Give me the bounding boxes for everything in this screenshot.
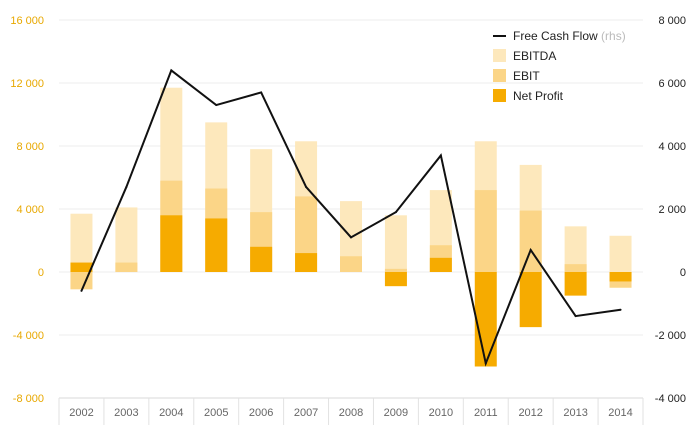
legend-swatch-ebitda — [493, 49, 506, 62]
right-tick-label: 0 — [680, 267, 686, 279]
legend-label-ebitda: EBITDA — [513, 49, 556, 63]
bar-net-profit-2013 — [564, 272, 587, 296]
x-tick-label: 2006 — [249, 407, 273, 419]
bar-ebit-2003 — [115, 262, 138, 272]
bar-net-profit-2009 — [384, 272, 407, 287]
x-axis: 2002 2003 2004 2005 2006 2007 2008 2009 2010 2011… — [58, 397, 644, 425]
point-free-cash-flow-2006 — [260, 91, 263, 94]
point-free-cash-flow-2003 — [125, 185, 128, 188]
legend-label-free-cash-flow: Free Cash Flow (rhs) — [513, 29, 626, 43]
legend: Free Cash Flow (rhs) EBITDA EBIT Net Pro… — [493, 29, 626, 103]
bar-layer — [70, 87, 632, 367]
bar-ebitda-2009 — [384, 215, 407, 272]
left-tick-label: 16 000 — [10, 15, 44, 27]
bar-ebitda-2002 — [70, 213, 93, 272]
bar-ebitda-2003 — [115, 207, 138, 272]
point-free-cash-flow-2012 — [529, 248, 532, 251]
point-free-cash-flow-2009 — [394, 211, 397, 214]
right-tick-label: -4 000 — [655, 393, 686, 405]
bar-net-profit-2002 — [70, 262, 93, 272]
x-tick-label: 2007 — [294, 407, 318, 419]
legend-label-net-profit: Net Profit — [513, 89, 564, 103]
point-free-cash-flow-2008 — [350, 236, 352, 239]
x-tick-label: 2009 — [384, 407, 408, 419]
point-free-cash-flow-2010 — [439, 154, 442, 157]
x-tick-label: 2011 — [474, 407, 498, 419]
point-free-cash-flow-2004 — [170, 69, 173, 72]
bar-net-profit-2012 — [519, 272, 542, 328]
point-free-cash-flow-2007 — [305, 185, 308, 188]
left-tick-label: -8 000 — [13, 393, 44, 405]
legend-label-ebit: EBIT — [513, 69, 540, 83]
point-free-cash-flow-2014 — [619, 308, 622, 311]
bar-net-profit-2007 — [295, 253, 318, 272]
bar-net-profit-2004 — [160, 215, 183, 272]
x-tick-label: 2012 — [518, 407, 542, 419]
bar-net-profit-2006 — [250, 246, 273, 272]
legend-swatch-net-profit — [493, 89, 506, 102]
x-tick-label: 2004 — [159, 407, 183, 419]
x-tick-label: 2014 — [608, 407, 632, 419]
bar-net-profit-2005 — [205, 218, 228, 272]
right-tick-label: -2 000 — [655, 330, 686, 342]
bar-net-profit-2014 — [609, 272, 632, 282]
x-tick-label: 2005 — [204, 407, 228, 419]
bar-net-profit-2010 — [429, 257, 452, 272]
left-tick-label: 8 000 — [16, 141, 44, 153]
right-tick-label: 4 000 — [658, 141, 686, 153]
point-free-cash-flow-2013 — [574, 315, 577, 318]
bar-ebit-2011 — [474, 190, 497, 272]
left-axis: -8 000 -4 000 0 4 000 8 000 12 000 16 000 — [10, 15, 44, 405]
left-tick-label: 4 000 — [16, 204, 44, 216]
right-tick-label: 6 000 — [658, 78, 686, 90]
bar-ebit-2008 — [340, 256, 362, 272]
legend-swatch-ebit — [493, 69, 506, 82]
line-layer — [80, 68, 622, 367]
point-free-cash-flow-2002 — [80, 289, 83, 292]
left-tick-label: 0 — [38, 267, 44, 279]
bar-net-profit-2011 — [474, 272, 497, 367]
right-tick-label: 2 000 — [658, 204, 686, 216]
x-tick-label: 2013 — [563, 407, 587, 419]
x-tick-label: 2002 — [69, 407, 93, 419]
bar-ebitda-2013 — [564, 226, 587, 272]
x-tick-label: 2008 — [339, 407, 363, 419]
left-tick-label: 12 000 — [10, 78, 44, 90]
left-tick-label: -4 000 — [13, 330, 44, 342]
point-free-cash-flow-2011 — [484, 362, 487, 365]
bar-ebit-2013 — [564, 264, 587, 272]
bar-ebit-2009 — [384, 268, 407, 272]
x-tick-label: 2010 — [429, 407, 453, 419]
point-free-cash-flow-2005 — [215, 104, 218, 107]
right-tick-label: 8 000 — [658, 15, 686, 27]
right-axis: -4 000 -2 000 0 2 000 4 000 6 000 8 000 — [655, 15, 686, 405]
x-tick-label: 2003 — [114, 407, 138, 419]
bar-ebitda-2014 — [609, 235, 632, 272]
